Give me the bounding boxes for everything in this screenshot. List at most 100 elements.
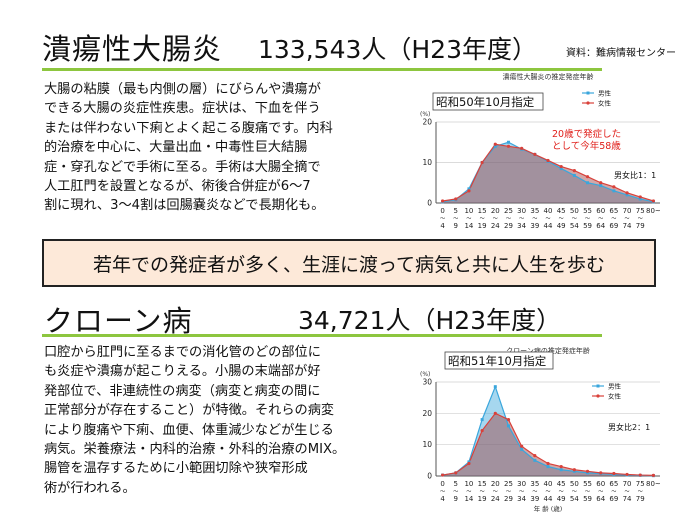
x-tick-range-mark: ～: [638, 216, 643, 222]
sex-ratio: 男女比1：1: [614, 170, 656, 180]
female-data-point: [651, 473, 656, 477]
female-data-point: [520, 146, 524, 150]
x-tick-label: 25: [504, 480, 513, 488]
female-data-point: [572, 468, 576, 472]
female-data-point: [585, 175, 590, 179]
chart-title: 潰瘍性大腸炎の推定発症年齢: [503, 72, 594, 81]
y-axis-unit: (%): [420, 371, 430, 378]
x-tick-label: 60: [596, 480, 605, 488]
chart-title: クローン病の推定発症年齢: [506, 346, 590, 355]
designation-date: 昭和50年10月指定: [436, 95, 535, 109]
designation-date-box: [432, 92, 544, 111]
male-data-point: [520, 447, 524, 451]
x-tick-label: 60: [596, 207, 605, 215]
uc-patient-count: 133,543人（H23年度）: [258, 35, 537, 64]
female-data-point: [454, 197, 458, 201]
legend-female-label: 女性: [598, 99, 612, 108]
crohn-description-line: 発部位で、非連続性の病変（病変と病変の間に: [44, 383, 321, 399]
x-tick-label: 24: [491, 222, 500, 230]
male-data-point: [493, 385, 497, 389]
x-tick-label: 29: [504, 495, 513, 503]
x-tick-range-mark: ～: [480, 489, 485, 495]
female-data-point: [480, 160, 484, 165]
x-tick-range-mark: ～: [466, 216, 471, 222]
female-data-point: [612, 471, 616, 476]
female-data-point: [546, 158, 550, 163]
crohn-description-line: により腹痛や下痢、血便、体重減少などが生じる: [44, 422, 334, 438]
legend-female-label: 女性: [608, 392, 622, 401]
x-tick-label: 35: [530, 480, 539, 488]
legend-female-marker: [596, 394, 600, 398]
x-axis-label: 年 齢 (歳): [534, 504, 563, 513]
female-data-point: [493, 142, 497, 146]
x-tick-range-mark: ～: [559, 489, 564, 495]
x-tick-label: 70: [623, 480, 632, 488]
x-tick-range-mark: ～: [572, 216, 577, 222]
female-data-point: [638, 195, 642, 199]
key-message-banner: 若年での発症者が多く、生涯に渡って病気と共に人生を歩む: [42, 239, 656, 287]
x-tick-label: 30: [517, 207, 526, 215]
x-tick-range-mark: ～: [638, 489, 643, 495]
x-tick-range-mark: ～: [545, 216, 550, 222]
x-tick-label: 19: [478, 222, 487, 230]
crohn-patient-count: 34,721人（H23年度）: [298, 306, 562, 335]
onset-note-line: 20歳で発症した: [552, 128, 621, 140]
x-tick-label: 45: [557, 480, 566, 488]
x-tick-range-mark: ～: [532, 489, 537, 495]
female-data-point: [467, 189, 471, 193]
x-tick-label: 24: [491, 495, 500, 503]
crohn-description-line: 病気。栄養療法・内科的治療・外科的治療のMIX。: [44, 442, 346, 458]
x-tick-label: 20: [491, 207, 500, 215]
x-tick-label: 75: [636, 207, 645, 215]
uc-description-line: 人工肛門を設置となるが、術後合併症が6～7: [44, 179, 311, 195]
x-tick-label: 79: [636, 495, 645, 503]
x-tick-label: 75: [636, 480, 645, 488]
male-data-point: [612, 189, 616, 193]
x-tick-label: 59: [583, 222, 592, 230]
x-tick-range-mark: ～: [585, 489, 590, 495]
male-data-point: [625, 193, 629, 197]
x-tick-label: 44: [544, 495, 553, 503]
legend-male-label: 男性: [598, 89, 612, 98]
x-tick-label: 20: [491, 480, 500, 488]
x-tick-label: 14: [464, 222, 473, 230]
x-tick-range-mark: ～: [545, 489, 550, 495]
male-data-point: [638, 197, 642, 201]
male-data-point: [493, 144, 497, 148]
x-tick-label: 49: [557, 222, 566, 230]
x-tick-label: 59: [583, 495, 592, 503]
male-data-point: [506, 424, 510, 428]
x-tick-label: 64: [596, 222, 605, 230]
x-tick-label: 64: [596, 495, 605, 503]
crohn-description-line: 正常部分が存在すること）が特徴。それらの病変: [44, 403, 335, 419]
x-tick-label: 14: [464, 495, 473, 503]
uc-description-line: 症・穿孔などで手術に至る。手術は大腸全摘で: [44, 159, 321, 175]
x-tick-range-mark: ～: [506, 216, 511, 222]
uc-description: 大腸の粘膜（最も内側の層）にびらんや潰瘍が できる大腸の炎症性疾患。症状は、下血…: [44, 80, 333, 216]
x-tick-range-mark: ～: [493, 216, 498, 222]
uc-description-line: 大腸の粘膜（最も内側の層）にびらんや潰瘍が: [44, 82, 321, 97]
legend-female-marker: [586, 101, 590, 105]
x-tick-label: 44: [544, 222, 553, 230]
female-data-point: [506, 418, 511, 422]
x-tick-label: 50: [570, 480, 579, 488]
crohn-description: 口腔から肛門に至るまでの消化管のどの部位に も炎症や潰瘍が起こりえる。小腸の末端…: [44, 343, 345, 498]
female-data-point: [506, 144, 511, 148]
uc-description-line: 的治療を中心に、大量出血・中毒性巨大結腸: [44, 140, 308, 156]
female-data-point: [585, 469, 590, 473]
x-tick-range-mark: ～: [506, 489, 511, 495]
x-tick-label: 40: [544, 480, 553, 488]
key-message-text: 若年での発症者が多く、生涯に渡って病気と共に人生を歩む: [92, 253, 606, 276]
male-data-point: [559, 468, 563, 472]
x-tick-label: 69: [609, 495, 618, 503]
male-area: [442, 142, 654, 203]
female-data-point: [638, 473, 642, 477]
y-tick-label: 10: [422, 440, 432, 449]
y-tick-label: 20: [422, 409, 432, 418]
crohn-description-line: も炎症や潰瘍が起こりえる。小腸の末端部が好: [44, 364, 321, 380]
female-data-point: [520, 444, 524, 448]
y-tick-label: 30: [422, 378, 432, 387]
y-tick-label: 10: [422, 158, 432, 167]
legend-male-marker: [586, 91, 590, 95]
male-area: [442, 386, 654, 476]
